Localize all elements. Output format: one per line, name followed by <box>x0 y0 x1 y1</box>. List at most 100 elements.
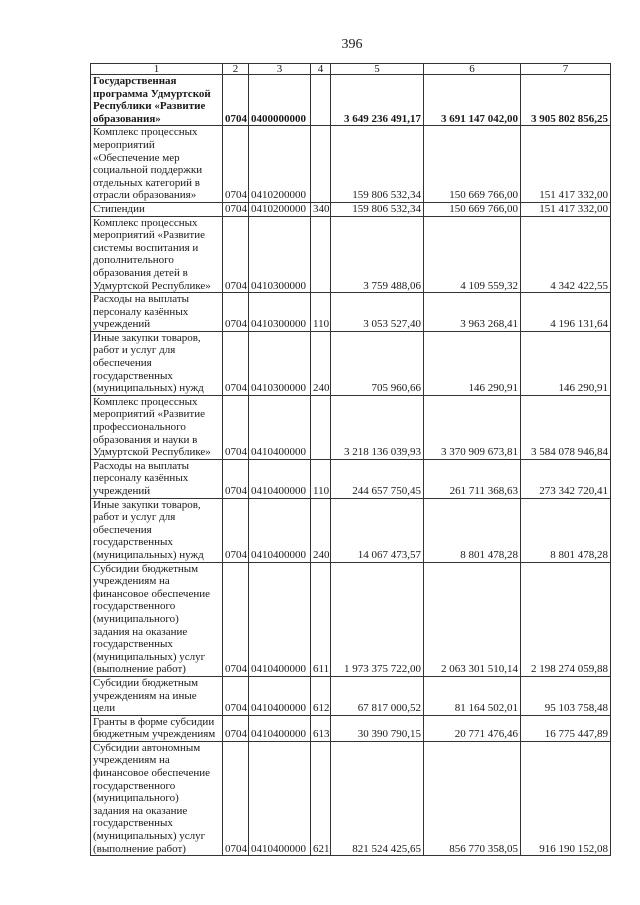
expense-type-code: 240 <box>310 497 331 563</box>
amount-col5: 14 067 473,57 <box>330 497 424 563</box>
section-code: 0704 <box>222 675 249 716</box>
item-name: Расходы на выплаты персоналу казённых уч… <box>90 458 223 499</box>
table-row: Субсидии автономным учреждениям на финан… <box>90 740 611 857</box>
item-name: Комплекс процессных мероприятий «Обеспеч… <box>90 125 223 203</box>
amount-col7: 8 801 478,28 <box>520 497 611 563</box>
amount-col6: 4 109 559,32 <box>423 215 521 294</box>
item-name: Субсидии автономным учреждениям на финан… <box>90 740 223 857</box>
page-number: 396 <box>341 37 363 52</box>
amount-col6: 3 691 147 042,00 <box>423 73 521 127</box>
col-header-1: 1 <box>90 63 223 75</box>
amount-col5: 67 817 000,52 <box>330 675 424 716</box>
amount-col7: 151 417 332,00 <box>520 201 611 217</box>
budget-table: 1 2 3 4 5 6 7 Государственная программа … <box>90 63 611 857</box>
table-row: Субсидии бюджетным учреждениям на финанс… <box>90 561 611 677</box>
amount-col6: 856 770 358,05 <box>423 740 521 857</box>
section-code: 0704 <box>222 215 249 294</box>
table-row: Государственная программа Удмуртской Рес… <box>90 73 611 127</box>
table-row: Комплекс процессных мероприятий «Развити… <box>90 394 611 460</box>
amount-col7: 916 190 152,08 <box>520 740 611 857</box>
expense-type-code: 612 <box>310 675 331 716</box>
target-article-code: 0410400000 <box>248 740 311 857</box>
item-name: Государственная программа Удмуртской Рес… <box>90 73 223 127</box>
amount-col7: 3 584 078 946,84 <box>520 394 611 460</box>
expense-type-code: 621 <box>310 740 331 857</box>
table-row: Гранты в форме субсидии бюджетным учрежд… <box>90 714 611 742</box>
amount-col6: 3 370 909 673,81 <box>423 394 521 460</box>
target-article-code: 0410300000 <box>248 292 311 332</box>
section-code: 0704 <box>222 561 249 677</box>
amount-col5: 821 524 425,65 <box>330 740 424 857</box>
amount-col5: 159 806 532,34 <box>330 201 424 217</box>
amount-col5: 3 053 527,40 <box>330 292 424 332</box>
amount-col7: 4 196 131,64 <box>520 292 611 332</box>
section-code: 0704 <box>222 201 249 217</box>
amount-col6: 8 801 478,28 <box>423 497 521 563</box>
header-row: 1 2 3 4 5 6 7 <box>90 63 611 75</box>
item-name: Стипендии <box>90 201 223 217</box>
target-article-code: 0410400000 <box>248 561 311 677</box>
item-name: Субсидии бюджетным учреждениям на иные ц… <box>90 675 223 716</box>
expense-type-code: 110 <box>310 292 331 332</box>
amount-col6: 20 771 476,46 <box>423 714 521 742</box>
section-code: 0704 <box>222 330 249 396</box>
target-article-code: 0400000000 <box>248 73 311 127</box>
amount-col6: 146 290,91 <box>423 330 521 396</box>
amount-col5: 3 759 488,06 <box>330 215 424 294</box>
col-header-2: 2 <box>222 63 249 75</box>
amount-col5: 30 390 790,15 <box>330 714 424 742</box>
amount-col5: 705 960,66 <box>330 330 424 396</box>
target-article-code: 0410300000 <box>248 330 311 396</box>
item-name: Иные закупки товаров, работ и услуг для … <box>90 330 223 396</box>
table-row: Иные закупки товаров, работ и услуг для … <box>90 497 611 563</box>
item-name: Расходы на выплаты персоналу казённых уч… <box>90 292 223 332</box>
amount-col6: 81 164 502,01 <box>423 675 521 716</box>
item-name: Комплекс процессных мероприятий «Развити… <box>90 394 223 460</box>
section-code: 0704 <box>222 458 249 499</box>
col-header-3: 3 <box>248 63 311 75</box>
amount-col5: 159 806 532,34 <box>330 125 424 203</box>
amount-col7: 2 198 274 059,88 <box>520 561 611 677</box>
amount-col7: 4 342 422,55 <box>520 215 611 294</box>
target-article-code: 0410300000 <box>248 215 311 294</box>
section-code: 0704 <box>222 394 249 460</box>
expense-type-code <box>310 394 331 460</box>
amount-col6: 3 963 268,41 <box>423 292 521 332</box>
section-code: 0704 <box>222 125 249 203</box>
table-body: Государственная программа Удмуртской Рес… <box>90 73 611 857</box>
col-header-5: 5 <box>330 63 424 75</box>
amount-col6: 2 063 301 510,14 <box>423 561 521 677</box>
amount-col5: 3 218 136 039,93 <box>330 394 424 460</box>
target-article-code: 0410400000 <box>248 714 311 742</box>
amount-col6: 261 711 368,63 <box>423 458 521 499</box>
col-header-7: 7 <box>520 63 611 75</box>
amount-col6: 150 669 766,00 <box>423 125 521 203</box>
item-name: Субсидии бюджетным учреждениям на финанс… <box>90 561 223 677</box>
table-row: Расходы на выплаты персоналу казённых уч… <box>90 292 611 332</box>
target-article-code: 0410200000 <box>248 201 311 217</box>
table-row: Расходы на выплаты персоналу казённых уч… <box>90 458 611 499</box>
table-row: Субсидии бюджетным учреждениям на иные ц… <box>90 675 611 716</box>
section-code: 0704 <box>222 740 249 857</box>
section-code: 0704 <box>222 714 249 742</box>
target-article-code: 0410400000 <box>248 458 311 499</box>
expense-type-code <box>310 125 331 203</box>
target-article-code: 0410400000 <box>248 394 311 460</box>
section-code: 0704 <box>222 497 249 563</box>
table-row: Комплекс процессных мероприятий «Обеспеч… <box>90 125 611 203</box>
expense-type-code <box>310 73 331 127</box>
section-code: 0704 <box>222 73 249 127</box>
table-row: Стипендии 0704 0410200000 340 159 806 532,34… <box>90 201 611 217</box>
amount-col7: 273 342 720,41 <box>520 458 611 499</box>
item-name: Иные закупки товаров, работ и услуг для … <box>90 497 223 563</box>
table-row: Иные закупки товаров, работ и услуг для … <box>90 330 611 396</box>
item-name: Гранты в форме субсидии бюджетным учрежд… <box>90 714 223 742</box>
expense-type-code: 240 <box>310 330 331 396</box>
amount-col7: 16 775 447,89 <box>520 714 611 742</box>
target-article-code: 0410400000 <box>248 497 311 563</box>
amount-col7: 146 290,91 <box>520 330 611 396</box>
expense-type-code: 611 <box>310 561 331 677</box>
expense-type-code: 340 <box>310 201 331 217</box>
col-header-4: 4 <box>310 63 331 75</box>
expense-type-code: 110 <box>310 458 331 499</box>
